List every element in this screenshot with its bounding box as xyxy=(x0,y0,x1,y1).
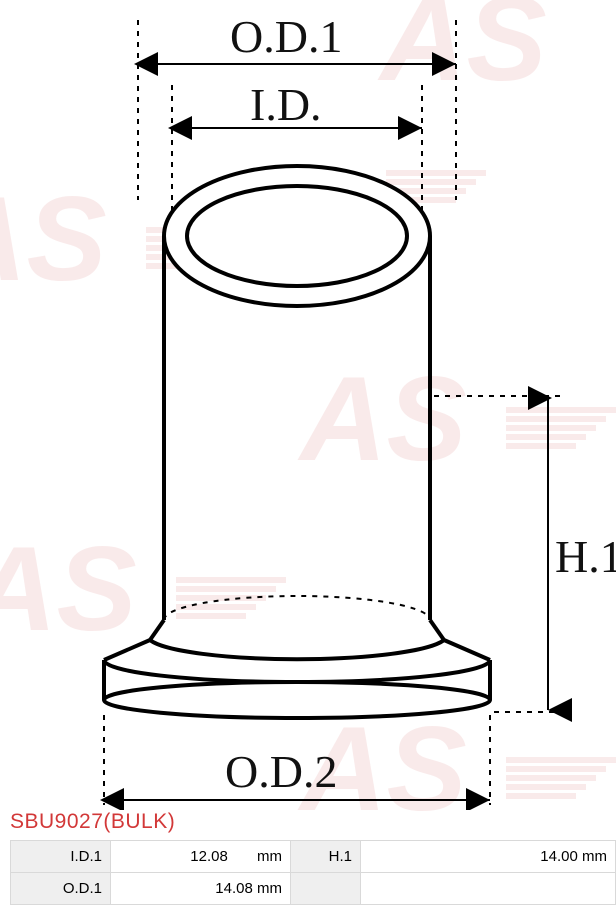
spec-value xyxy=(361,873,616,905)
spec-value: 12.08 mm xyxy=(111,841,291,873)
table-row: O.D.1 14.08 mm xyxy=(11,873,616,905)
spec-value: 14.08 mm xyxy=(111,873,291,905)
spec-label xyxy=(291,873,361,905)
product-title: SBU9027(BULK) xyxy=(10,810,175,834)
dim-label-id: I.D. xyxy=(250,78,322,131)
table-row: I.D.1 12.08 mm H.1 14.00 mm xyxy=(11,841,616,873)
spec-label: H.1 xyxy=(291,841,361,873)
dim-label-h1: H.1 xyxy=(555,530,616,583)
spec-label: I.D.1 xyxy=(11,841,111,873)
spec-table: I.D.1 12.08 mm H.1 14.00 mm O.D.1 14.08 … xyxy=(10,840,616,905)
dim-label-od1: O.D.1 xyxy=(230,10,342,63)
page-container: AS AS AS AS xyxy=(0,0,616,907)
spec-label: O.D.1 xyxy=(11,873,111,905)
spec-value-unit: mm xyxy=(257,848,282,865)
dim-label-od2: O.D.2 xyxy=(225,745,337,798)
technical-diagram: AS AS AS AS xyxy=(0,0,616,810)
spec-value: 14.00 mm xyxy=(361,841,616,873)
spec-value-number: 12.08 xyxy=(190,848,228,865)
